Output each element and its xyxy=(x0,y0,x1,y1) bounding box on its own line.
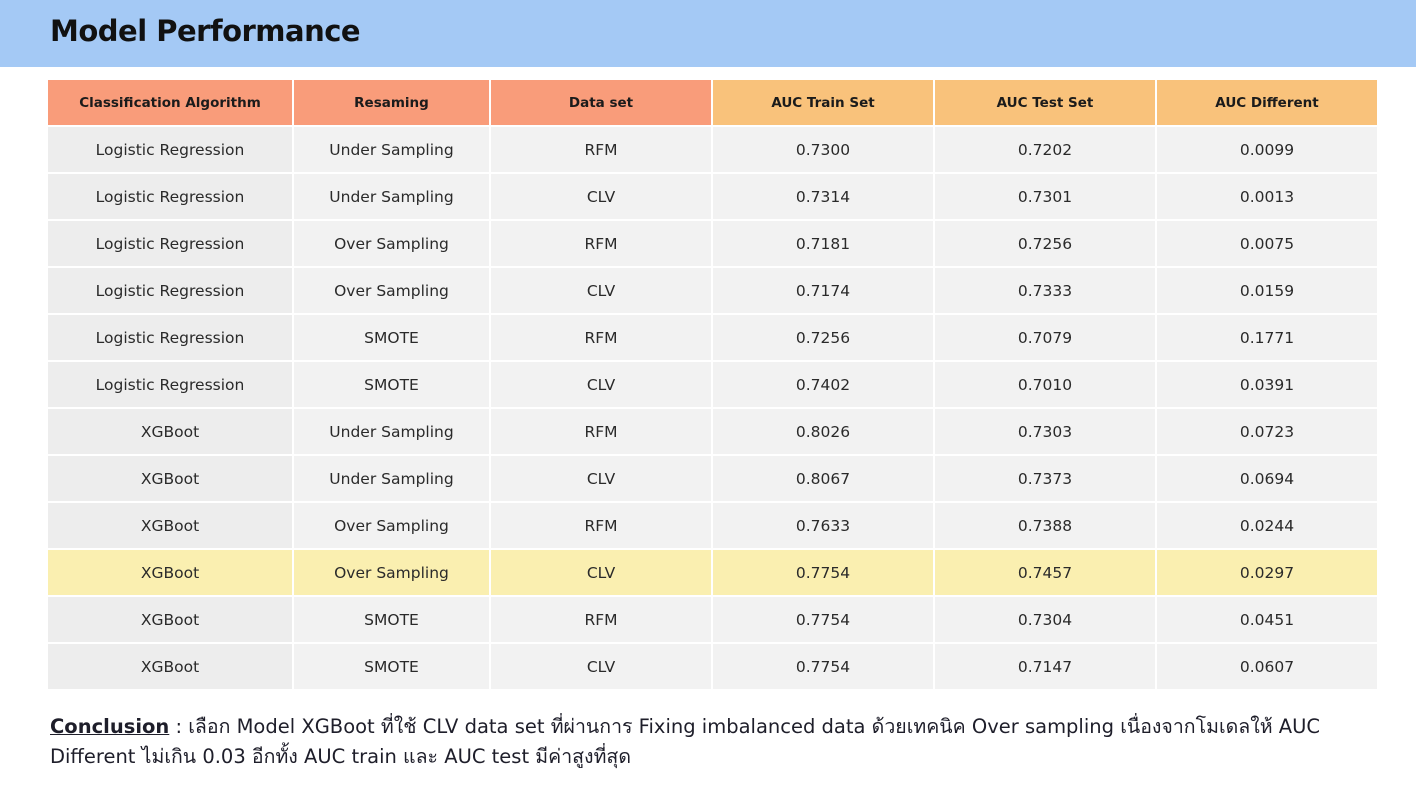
table-row: XGBoot Over Sampling CLV 0.7754 0.7457 0.0297 xyxy=(48,550,1377,595)
cell-auc-test: 0.7303 xyxy=(935,409,1155,454)
table-row: Logistic Regression Over Sampling RFM 0.718… xyxy=(48,221,1377,266)
cell-auc-train: 0.7181 xyxy=(713,221,933,266)
table-row: Logistic Regression SMOTE RFM 0.7256 0.7079 0… xyxy=(48,315,1377,360)
conclusion-body: : เลือก Model XGBoot ที่ใช้ CLV data set… xyxy=(50,715,1321,768)
cell-auc-train: 0.7633 xyxy=(713,503,933,548)
cell-data-set: RFM xyxy=(491,127,711,172)
cell-data-set: CLV xyxy=(491,268,711,313)
header-resampling: Resaming xyxy=(294,80,489,125)
header-classification-algorithm: Classification Algorithm xyxy=(48,80,292,125)
header-auc-train-set: AUC Train Set xyxy=(713,80,933,125)
cell-data-set: CLV xyxy=(491,362,711,407)
table-row: XGBoot SMOTE RFM 0.7754 0.7304 0.0451 xyxy=(48,597,1377,642)
cell-resampling: SMOTE xyxy=(294,644,489,689)
cell-auc-test: 0.7202 xyxy=(935,127,1155,172)
cell-algorithm: Logistic Regression xyxy=(48,221,292,266)
cell-auc-different: 0.0694 xyxy=(1157,456,1377,501)
cell-algorithm: Logistic Regression xyxy=(48,315,292,360)
cell-data-set: CLV xyxy=(491,456,711,501)
table-header-row: Classification Algorithm Resaming Data s… xyxy=(48,80,1377,125)
table-row: Logistic Regression Over Sampling CLV 0.717… xyxy=(48,268,1377,313)
cell-auc-test: 0.7010 xyxy=(935,362,1155,407)
cell-data-set: CLV xyxy=(491,174,711,219)
cell-algorithm: Logistic Regression xyxy=(48,127,292,172)
cell-data-set: RFM xyxy=(491,315,711,360)
cell-auc-test: 0.7333 xyxy=(935,268,1155,313)
cell-auc-different: 0.0244 xyxy=(1157,503,1377,548)
cell-resampling: Under Sampling xyxy=(294,174,489,219)
cell-data-set: CLV xyxy=(491,644,711,689)
header-data-set: Data set xyxy=(491,80,711,125)
cell-auc-test: 0.7373 xyxy=(935,456,1155,501)
model-performance-table: Classification Algorithm Resaming Data s… xyxy=(46,78,1379,691)
cell-auc-different: 0.0391 xyxy=(1157,362,1377,407)
table-row: XGBoot Under Sampling RFM 0.8026 0.7303 0.072… xyxy=(48,409,1377,454)
cell-resampling: Under Sampling xyxy=(294,127,489,172)
header-auc-different: AUC Different xyxy=(1157,80,1377,125)
cell-auc-test: 0.7457 xyxy=(935,550,1155,595)
cell-data-set: RFM xyxy=(491,221,711,266)
cell-auc-different: 0.0451 xyxy=(1157,597,1377,642)
cell-auc-train: 0.8026 xyxy=(713,409,933,454)
cell-resampling: Under Sampling xyxy=(294,409,489,454)
cell-algorithm: Logistic Regression xyxy=(48,174,292,219)
cell-resampling: SMOTE xyxy=(294,362,489,407)
cell-auc-train: 0.7300 xyxy=(713,127,933,172)
conclusion-text: Conclusion : เลือก Model XGBoot ที่ใช้ C… xyxy=(50,712,1380,772)
cell-auc-train: 0.7754 xyxy=(713,644,933,689)
cell-data-set: RFM xyxy=(491,409,711,454)
conclusion-label: Conclusion xyxy=(50,715,170,738)
cell-resampling: Over Sampling xyxy=(294,221,489,266)
cell-resampling: SMOTE xyxy=(294,315,489,360)
cell-auc-train: 0.7174 xyxy=(713,268,933,313)
header-auc-test-set: AUC Test Set xyxy=(935,80,1155,125)
cell-data-set: CLV xyxy=(491,550,711,595)
cell-data-set: RFM xyxy=(491,597,711,642)
cell-auc-different: 0.0159 xyxy=(1157,268,1377,313)
cell-auc-test: 0.7079 xyxy=(935,315,1155,360)
cell-resampling: Over Sampling xyxy=(294,503,489,548)
cell-auc-different: 0.0099 xyxy=(1157,127,1377,172)
table-row: Logistic Regression Under Sampling RFM 0.73… xyxy=(48,127,1377,172)
table-row: XGBoot Over Sampling RFM 0.7633 0.7388 0.0244 xyxy=(48,503,1377,548)
page-title: Model Performance xyxy=(50,14,361,48)
cell-auc-different: 0.0723 xyxy=(1157,409,1377,454)
cell-auc-different: 0.0297 xyxy=(1157,550,1377,595)
table-body: Logistic Regression Under Sampling RFM 0.73… xyxy=(48,127,1377,689)
cell-auc-test: 0.7147 xyxy=(935,644,1155,689)
cell-resampling: Over Sampling xyxy=(294,550,489,595)
cell-algorithm: Logistic Regression xyxy=(48,362,292,407)
cell-algorithm: XGBoot xyxy=(48,597,292,642)
cell-auc-train: 0.8067 xyxy=(713,456,933,501)
cell-algorithm: XGBoot xyxy=(48,550,292,595)
table-row: XGBoot SMOTE CLV 0.7754 0.7147 0.0607 xyxy=(48,644,1377,689)
cell-auc-train: 0.7754 xyxy=(713,597,933,642)
cell-auc-different: 0.1771 xyxy=(1157,315,1377,360)
cell-auc-train: 0.7402 xyxy=(713,362,933,407)
cell-resampling: SMOTE xyxy=(294,597,489,642)
cell-algorithm: XGBoot xyxy=(48,503,292,548)
cell-algorithm: XGBoot xyxy=(48,456,292,501)
cell-auc-test: 0.7388 xyxy=(935,503,1155,548)
cell-auc-test: 0.7301 xyxy=(935,174,1155,219)
cell-resampling: Over Sampling xyxy=(294,268,489,313)
cell-algorithm: XGBoot xyxy=(48,644,292,689)
table-row: Logistic Regression SMOTE CLV 0.7402 0.7010 0… xyxy=(48,362,1377,407)
cell-auc-different: 0.0607 xyxy=(1157,644,1377,689)
cell-auc-test: 0.7256 xyxy=(935,221,1155,266)
cell-resampling: Under Sampling xyxy=(294,456,489,501)
cell-auc-test: 0.7304 xyxy=(935,597,1155,642)
cell-auc-different: 0.0013 xyxy=(1157,174,1377,219)
table-row: XGBoot Under Sampling CLV 0.8067 0.7373 0.069… xyxy=(48,456,1377,501)
cell-auc-train: 0.7754 xyxy=(713,550,933,595)
table-row: Logistic Regression Under Sampling CLV 0.73… xyxy=(48,174,1377,219)
cell-algorithm: Logistic Regression xyxy=(48,268,292,313)
cell-auc-train: 0.7314 xyxy=(713,174,933,219)
cell-data-set: RFM xyxy=(491,503,711,548)
cell-auc-train: 0.7256 xyxy=(713,315,933,360)
cell-auc-different: 0.0075 xyxy=(1157,221,1377,266)
cell-algorithm: XGBoot xyxy=(48,409,292,454)
title-banner: Model Performance xyxy=(0,0,1416,67)
